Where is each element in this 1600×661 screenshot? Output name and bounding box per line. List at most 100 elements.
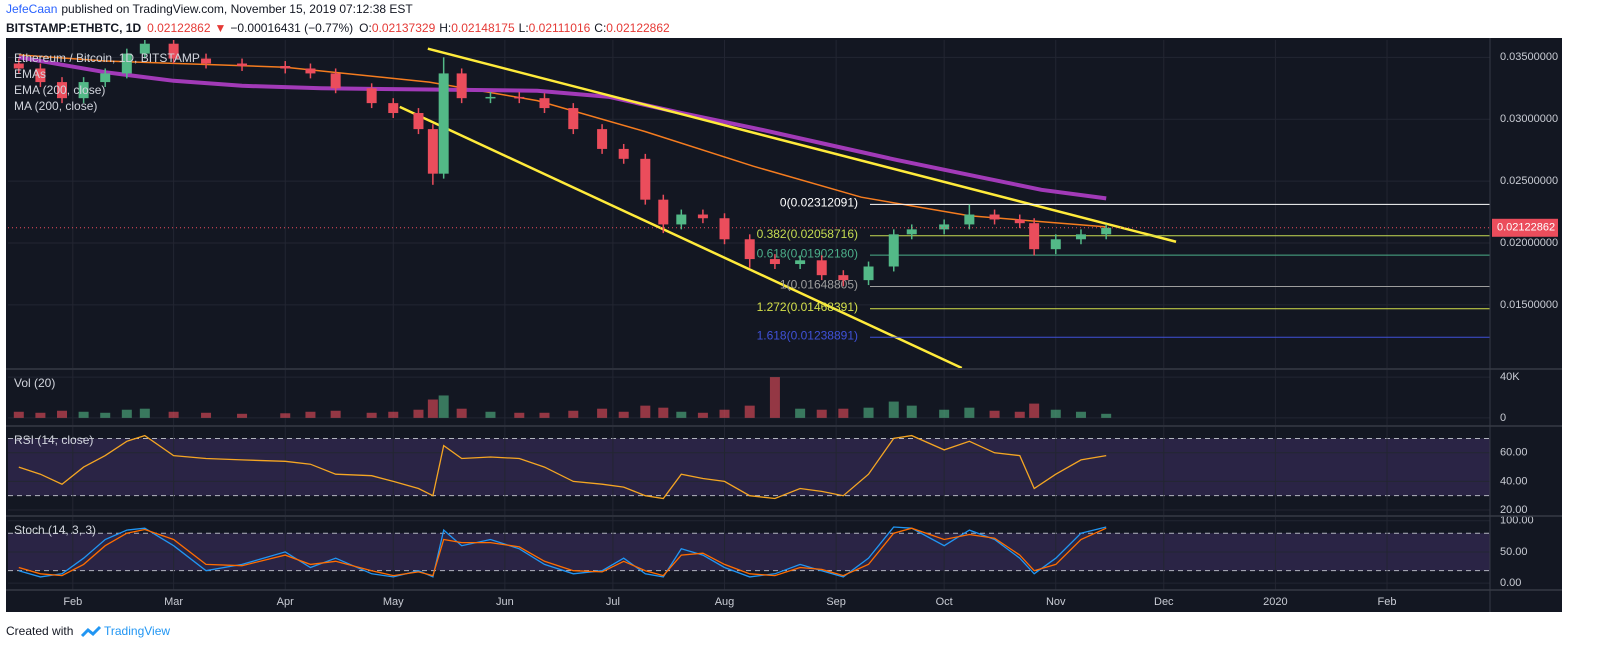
- candle-body: [121, 53, 132, 74]
- fib-label: 1(0.01648805): [780, 278, 858, 292]
- fib-label: 0.382(0.02058716): [757, 227, 858, 241]
- ohlc-value: 0.02111016: [529, 21, 591, 35]
- candle-body: [201, 58, 212, 64]
- fib-label: 1.272(0.01468391): [757, 300, 858, 314]
- pane-title: RSI (14, close): [14, 433, 93, 447]
- candle-body: [1014, 219, 1025, 224]
- volume-bar: [769, 377, 780, 418]
- candle-body: [719, 218, 730, 240]
- volume-bar: [1101, 413, 1112, 418]
- volume-bar: [989, 410, 1000, 418]
- candle-body: [906, 229, 917, 235]
- ma-line: [18, 55, 1107, 201]
- trendline: [399, 105, 963, 368]
- volume-bar: [964, 407, 975, 418]
- published: published on TradingView.com, November 1…: [61, 2, 413, 16]
- pane: [8, 517, 1490, 590]
- candle-body: [838, 275, 849, 281]
- volume-bar: [676, 411, 687, 418]
- volume-bar: [305, 411, 316, 418]
- volume-bar: [888, 401, 899, 418]
- x-tick-label: Jun: [496, 596, 514, 608]
- volume-bar: [366, 412, 377, 418]
- volume-bar: [78, 411, 89, 418]
- volume-bar: [330, 410, 341, 418]
- y-tick-label: 0.03500000: [1500, 51, 1558, 63]
- volume-bar: [816, 409, 827, 418]
- y-tick-label: 0.02500000: [1500, 175, 1558, 187]
- volume-bar: [168, 411, 179, 418]
- candle-body: [618, 148, 629, 159]
- band: [8, 438, 1490, 496]
- pane-title: Vol (20): [14, 376, 55, 390]
- candle-body: [305, 68, 316, 74]
- candle-body: [57, 82, 68, 99]
- volume-bar: [280, 413, 291, 418]
- pane: [8, 370, 1490, 425]
- ohlc-key: H:: [439, 21, 451, 35]
- volume-bar: [1014, 411, 1025, 418]
- candle-body: [1050, 239, 1061, 250]
- last-price-box: [1492, 218, 1558, 237]
- x-tick-label: Sep: [826, 596, 846, 608]
- volume-bar: [539, 412, 550, 418]
- volume-bar: [939, 409, 950, 418]
- volume-bar: [658, 407, 669, 418]
- candle-body: [658, 199, 669, 225]
- indicator-line: [18, 527, 1107, 577]
- legend-entry: EMA (200, close): [14, 83, 105, 97]
- pane: [8, 427, 1490, 515]
- ohlc-value: 0.02122862: [606, 21, 670, 35]
- fib-label: 0(0.02312091): [780, 196, 858, 210]
- volume-bar: [201, 412, 212, 418]
- ohlc-key: C:: [594, 21, 606, 35]
- x-tick-label: Dec: [1154, 596, 1174, 608]
- candle-body: [816, 260, 827, 276]
- footer-text: Created with: [6, 624, 73, 638]
- volume-bar: [438, 395, 449, 418]
- footer-brand[interactable]: TradingView: [104, 624, 170, 638]
- chart-background: [6, 38, 1562, 612]
- candle-body: [676, 214, 687, 225]
- y-tick-label: 0.02000000: [1500, 237, 1558, 249]
- change: −0.00016431 (−0.77%): [230, 21, 353, 35]
- candle-body: [78, 82, 89, 99]
- ohlc-value: 0.02148175: [451, 21, 515, 35]
- candle-body: [1075, 234, 1086, 240]
- fib-label: 1.618(0.01238891): [757, 328, 858, 342]
- ohlc-key: O:: [359, 21, 372, 35]
- author[interactable]: JefeCaan: [6, 2, 57, 16]
- volume-bar: [413, 409, 424, 418]
- volume-bar: [237, 413, 248, 418]
- x-tick-label: May: [383, 596, 404, 608]
- publish-line: JefeCaan published on TradingView.com, No…: [6, 2, 413, 16]
- candle-body: [366, 88, 377, 104]
- x-tick-label: 2020: [1263, 596, 1287, 608]
- candle-body: [769, 259, 780, 265]
- ma-line: [18, 54, 1107, 228]
- volume-bar: [427, 399, 438, 418]
- symbol: BITSTAMP:ETHBTC, 1D: [6, 21, 141, 35]
- candle-body: [597, 129, 608, 149]
- y-tick-label: 50.00: [1500, 546, 1528, 558]
- volume-bar: [514, 412, 525, 418]
- volume-bar: [57, 410, 68, 418]
- fib-label: 0.618(0.01902180): [757, 246, 858, 260]
- volume-bar: [456, 408, 467, 418]
- volume-bar: [863, 407, 874, 418]
- volume-bar: [744, 405, 755, 418]
- y-tick-label: 0: [1500, 412, 1506, 424]
- candle-body: [237, 63, 248, 66]
- x-tick-label: Apr: [277, 596, 294, 608]
- logo: [80, 625, 102, 638]
- candle-body: [139, 43, 150, 54]
- pane: 0(0.02312091) 0.382(0.02058716) 0.618(0.01…: [8, 40, 1490, 368]
- candle-body: [863, 266, 874, 281]
- volume-bar: [719, 409, 730, 418]
- indicator-line: [18, 434, 1107, 500]
- volume-bar: [1029, 403, 1040, 418]
- candle-body: [330, 73, 341, 89]
- candle-body: [539, 98, 550, 109]
- arrow: ▼: [215, 21, 227, 35]
